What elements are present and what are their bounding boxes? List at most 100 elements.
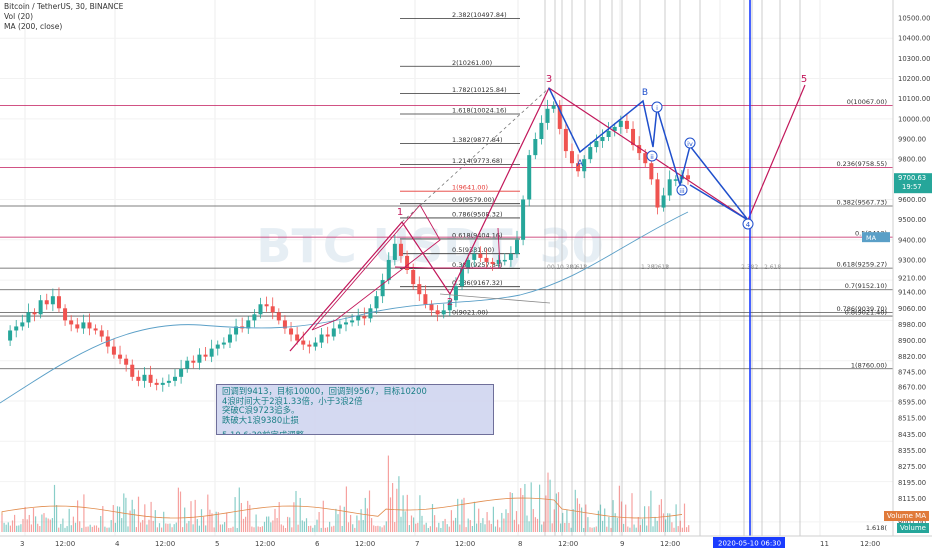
candle-body — [111, 346, 116, 355]
subwave-marker — [651, 101, 663, 113]
candle-body — [618, 120, 623, 127]
candle-body — [655, 179, 660, 208]
candle-body — [160, 382, 165, 385]
ma-indicator-label[interactable]: MA (200, close) — [4, 22, 63, 31]
candle-body — [258, 304, 263, 315]
wave-label-A: A — [577, 159, 584, 169]
volume-indicator-label[interactable]: Vol (20) — [4, 12, 34, 21]
candle-body — [331, 328, 336, 337]
price-axis-tick: 10000.00 — [898, 115, 930, 123]
price-axis-tick: 8980.00 — [898, 321, 926, 329]
current-price-label: 9700.63 — [898, 174, 926, 182]
fib-extension-label: 1.618(10024.16) — [452, 106, 507, 114]
price-axis-tick: 9600.00 — [898, 196, 926, 204]
price-axis-tick: 10400.00 — [898, 35, 930, 43]
wave-box — [394, 227, 501, 269]
candle-body — [87, 322, 92, 329]
candle-body — [38, 300, 43, 315]
analysis-note-line: 突破C浪9723追多。 — [222, 405, 300, 416]
candle-body — [166, 380, 171, 383]
candle-body — [20, 322, 25, 327]
wave-channel — [289, 221, 403, 352]
price-axis-tick: 8195.00 — [898, 479, 926, 487]
candle-body — [252, 314, 257, 321]
fib-extension-label: 2.382(10497.84) — [452, 11, 507, 19]
time-axis-label: 6 — [315, 540, 320, 548]
price-axis-tick: 8820.00 — [898, 353, 926, 361]
analysis-note-line: 回调到9413，目标10000，回调到9567，目标10200 — [222, 386, 427, 396]
time-fib-label: 2.618 — [764, 264, 781, 271]
candle-body — [667, 179, 672, 196]
candle-body — [405, 255, 410, 271]
candle-body — [276, 312, 281, 321]
fib-retracement-label: 0.8(9021.40) — [845, 309, 887, 317]
fib-retracement-label: 1(8760.00) — [851, 361, 887, 369]
candle-body — [435, 310, 440, 315]
time-axis-label: 12:00 — [155, 540, 175, 548]
candle-body — [63, 308, 68, 321]
wave-label-i: i — [656, 104, 658, 112]
countdown-label: 19:57 — [902, 183, 922, 191]
wave-label-3: 3 — [546, 74, 552, 85]
price-axis-tick: 8355.00 — [898, 447, 926, 455]
candle-body — [398, 243, 403, 256]
candle-body — [289, 328, 294, 335]
fib-retracement-label: 0.618(9259.27) — [836, 261, 887, 269]
fib-extension-label: 0(9021.00) — [452, 309, 488, 317]
candle-body — [502, 259, 507, 262]
candle-body — [637, 145, 642, 154]
fib-extension-label: 0.786(9508.32) — [452, 210, 503, 218]
candle-body — [673, 179, 678, 181]
price-axis-tick: 8275.00 — [898, 463, 926, 471]
candle-body — [56, 296, 61, 309]
wave-2-base-line — [439, 293, 551, 304]
candle-body — [631, 128, 636, 146]
price-axis-tick: 8435.00 — [898, 431, 926, 439]
candle-body — [429, 304, 434, 311]
candle-body — [453, 286, 458, 301]
candle-body — [527, 155, 532, 200]
candle-body — [411, 270, 416, 285]
candle-body — [179, 368, 184, 377]
candle-body — [515, 239, 519, 254]
candle-body — [606, 130, 611, 137]
candle-body — [624, 120, 629, 129]
time-fib-label: 1.382 — [641, 264, 658, 271]
candle-body — [380, 280, 385, 297]
candle-body — [478, 253, 483, 258]
candle-body — [69, 320, 74, 325]
candle-body — [325, 334, 330, 337]
candle-body — [686, 175, 690, 180]
candle-body — [191, 360, 196, 363]
candle-body — [386, 259, 391, 281]
wave-label-1: 1 — [397, 207, 403, 218]
price-axis-tick: 10100.00 — [898, 95, 930, 103]
candle-body — [173, 376, 177, 381]
candle-body — [472, 253, 477, 260]
candle-body — [32, 312, 37, 315]
candle-body — [356, 316, 361, 321]
wave-label-2: 2 — [447, 297, 453, 308]
fib-extension-label: 1.782(10125.84) — [452, 86, 507, 94]
time-fib-label: 00.1 — [547, 264, 561, 271]
price-axis-tick: 8515.00 — [898, 415, 926, 423]
analysis-note-box[interactable]: 回调到9413，目标10000，回调到9567，目标10200 4浪时间大于2浪1… — [216, 384, 494, 435]
candle-body — [563, 128, 568, 152]
candle-body — [374, 296, 379, 309]
wave-label-B: B — [642, 88, 648, 98]
time-axis-label: 12:00 — [55, 540, 75, 548]
fib-retracement-label: 1.618( — [866, 524, 888, 532]
candle-body — [301, 340, 306, 345]
time-axis-label: 9 — [620, 540, 624, 548]
candle-body — [466, 259, 471, 268]
candle-body — [221, 342, 226, 345]
candle-body — [539, 122, 544, 140]
price-axis-tick: 9900.00 — [898, 136, 926, 144]
time-axis-label: 12:00 — [355, 540, 375, 548]
volume-ma-badge: Volume MA — [883, 511, 929, 521]
candle-body — [661, 195, 666, 208]
candle-body — [643, 153, 648, 164]
wave-label-iii: iii — [679, 187, 685, 195]
